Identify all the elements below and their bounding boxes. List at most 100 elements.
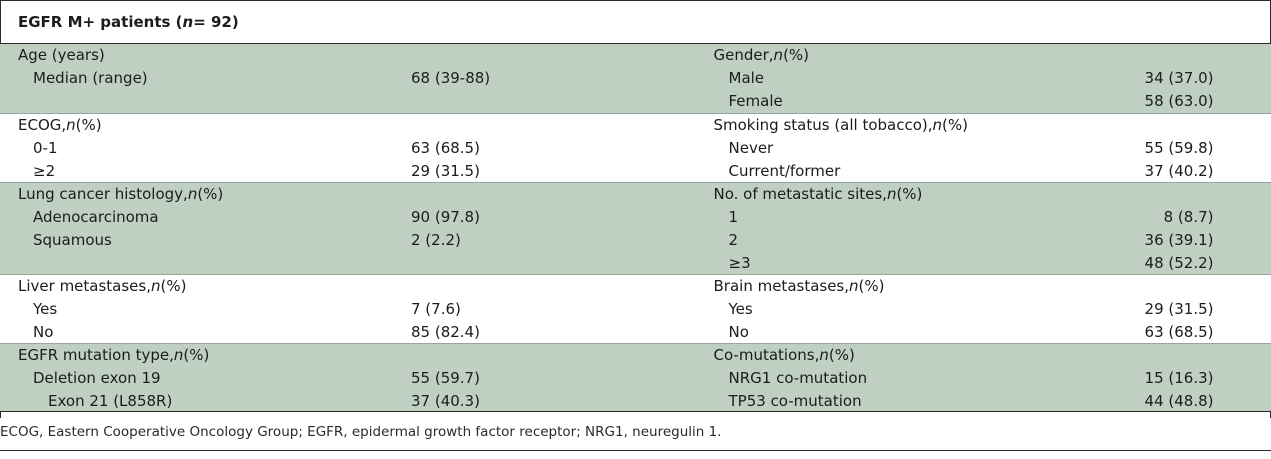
section-header-label: Co-mutations, bbox=[714, 344, 820, 367]
section-header-suffix: (%) bbox=[161, 275, 187, 298]
left-column: Age (years) Median (range) 68 (39-88) bbox=[0, 44, 636, 113]
right-column: Gender, n (%) Male 34 (37.0) Female 58 (63.0… bbox=[636, 44, 1271, 113]
table-group: ECOG, n (%) 0-1 63 (68.5) ≥2 29 (31.5) Smokin… bbox=[0, 113, 1271, 182]
row-value: 44 (48.8) bbox=[1134, 390, 1214, 413]
table-row: Deletion exon 19 55 (59.7) bbox=[18, 367, 636, 390]
section-header-label: Age (years) bbox=[18, 44, 105, 67]
n-symbol: n bbox=[849, 275, 859, 298]
table-row: Female 58 (63.0) bbox=[714, 90, 1271, 113]
row-label: Male bbox=[714, 67, 1134, 90]
title-prefix: EGFR M+ patients ( bbox=[18, 13, 183, 31]
row-value: 8 (8.7) bbox=[1134, 206, 1214, 229]
section-header: Liver metastases, n (%) bbox=[18, 275, 636, 298]
section-header-label: Smoking status (all tobacco), bbox=[714, 114, 933, 137]
row-label: Exon 21 (L858R) bbox=[18, 390, 411, 413]
table-row: Adenocarcinoma 90 (97.8) bbox=[18, 206, 636, 229]
patient-characteristics-table: EGFR M+ patients (n = 92) Age (years) Med… bbox=[0, 0, 1271, 412]
row-value: 37 (40.3) bbox=[411, 390, 631, 413]
table-row: Exon 21 (L858R) 37 (40.3) bbox=[18, 390, 636, 413]
n-symbol: n bbox=[933, 114, 943, 137]
row-label: Yes bbox=[714, 298, 1134, 321]
table-group: EGFR mutation type, n (%) Deletion exon 1… bbox=[0, 343, 1271, 412]
row-label: Female bbox=[714, 90, 1134, 113]
n-symbol: n bbox=[151, 275, 161, 298]
section-header: Age (years) bbox=[18, 44, 636, 67]
right-column: Brain metastases, n (%) Yes 29 (31.5) No 63 … bbox=[636, 275, 1271, 343]
section-header: Smoking status (all tobacco), n (%) bbox=[714, 114, 1271, 137]
table-row: ≥2 29 (31.5) bbox=[18, 160, 636, 183]
left-column: EGFR mutation type, n (%) Deletion exon 1… bbox=[0, 344, 636, 411]
row-label: Squamous bbox=[18, 229, 411, 252]
section-header: No. of metastatic sites, n (%) bbox=[714, 183, 1271, 206]
n-symbol: n bbox=[188, 183, 198, 206]
table-row: ≥3 48 (52.2) bbox=[714, 252, 1271, 275]
section-header-suffix: (%) bbox=[829, 344, 855, 367]
row-label: No bbox=[18, 321, 411, 344]
table-row: Yes 7 (7.6) bbox=[18, 298, 636, 321]
section-header-label: EGFR mutation type, bbox=[18, 344, 174, 367]
row-value: 29 (31.5) bbox=[411, 160, 631, 183]
row-value: 37 (40.2) bbox=[1134, 160, 1214, 183]
section-header-suffix: (%) bbox=[942, 114, 968, 137]
row-label: Adenocarcinoma bbox=[18, 206, 411, 229]
row-label: Deletion exon 19 bbox=[18, 367, 411, 390]
table-group: Liver metastases, n (%) Yes 7 (7.6) No 85 (8… bbox=[0, 274, 1271, 343]
row-value: 90 (97.8) bbox=[411, 206, 631, 229]
section-header-label: Lung cancer histology, bbox=[18, 183, 188, 206]
table-group: Age (years) Median (range) 68 (39-88) Gende… bbox=[0, 44, 1271, 113]
row-value: 7 (7.6) bbox=[411, 298, 631, 321]
row-label: ≥3 bbox=[714, 252, 1134, 275]
section-header-label: ECOG, bbox=[18, 114, 66, 137]
row-value: 29 (31.5) bbox=[1134, 298, 1214, 321]
table-row: TP53 co-mutation 44 (48.8) bbox=[714, 390, 1271, 413]
row-label: Yes bbox=[18, 298, 411, 321]
table-row: Current/former 37 (40.2) bbox=[714, 160, 1271, 183]
row-label: 2 bbox=[714, 229, 1134, 252]
table-row: Never 55 (59.8) bbox=[714, 137, 1271, 160]
row-label: Current/former bbox=[714, 160, 1134, 183]
section-header: Co-mutations, n (%) bbox=[714, 344, 1271, 367]
n-symbol: n bbox=[66, 114, 76, 137]
row-value: 15 (16.3) bbox=[1134, 367, 1214, 390]
table-row: Median (range) 68 (39-88) bbox=[18, 67, 636, 90]
row-value: 68 (39-88) bbox=[411, 67, 631, 90]
section-header-label: Liver metastases, bbox=[18, 275, 151, 298]
table-row: Yes 29 (31.5) bbox=[714, 298, 1271, 321]
row-value: 2 (2.2) bbox=[411, 229, 631, 252]
table-row: Squamous 2 (2.2) bbox=[18, 229, 636, 252]
table-row: Male 34 (37.0) bbox=[714, 67, 1271, 90]
row-label: No bbox=[714, 321, 1134, 344]
table-row: 2 36 (39.1) bbox=[714, 229, 1271, 252]
row-label: Never bbox=[714, 137, 1134, 160]
footnote-rule bbox=[0, 450, 1271, 451]
section-header: Lung cancer histology, n (%) bbox=[18, 183, 636, 206]
section-header: ECOG, n (%) bbox=[18, 114, 636, 137]
table-row: 1 8 (8.7) bbox=[714, 206, 1271, 229]
right-column: Smoking status (all tobacco), n (%) Never… bbox=[636, 114, 1271, 182]
table-title: EGFR M+ patients (n = 92) bbox=[0, 0, 1271, 44]
right-column: No. of metastatic sites, n (%) 1 8 (8.7) 2 3… bbox=[636, 183, 1271, 274]
n-symbol: n bbox=[774, 44, 784, 67]
table-footnote: ECOG, Eastern Cooperative Oncology Group… bbox=[0, 424, 1271, 440]
left-column: Liver metastases, n (%) Yes 7 (7.6) No 85 (8… bbox=[0, 275, 636, 343]
table-row: 0-1 63 (68.5) bbox=[18, 137, 636, 160]
table-row: No 85 (82.4) bbox=[18, 321, 636, 344]
left-column: Lung cancer histology, n (%) Adenocarcino… bbox=[0, 183, 636, 274]
section-header-suffix: (%) bbox=[783, 44, 809, 67]
row-label: 0-1 bbox=[18, 137, 411, 160]
section-header: Gender, n (%) bbox=[714, 44, 1271, 67]
table-body: Age (years) Median (range) 68 (39-88) Gende… bbox=[0, 44, 1271, 412]
n-symbol: n bbox=[819, 344, 829, 367]
row-value: 63 (68.5) bbox=[1134, 321, 1214, 344]
left-column: ECOG, n (%) 0-1 63 (68.5) ≥2 29 (31.5) bbox=[0, 114, 636, 182]
row-label: TP53 co-mutation bbox=[714, 390, 1134, 413]
section-header-label: No. of metastatic sites, bbox=[714, 183, 887, 206]
section-header: EGFR mutation type, n (%) bbox=[18, 344, 636, 367]
table-row: No 63 (68.5) bbox=[714, 321, 1271, 344]
row-label: Median (range) bbox=[18, 67, 411, 90]
section-header-label: Brain metastases, bbox=[714, 275, 850, 298]
title-suffix: = 92) bbox=[193, 13, 239, 31]
row-value: 36 (39.1) bbox=[1134, 229, 1214, 252]
section-header-suffix: (%) bbox=[859, 275, 885, 298]
row-value: 58 (63.0) bbox=[1134, 90, 1214, 113]
